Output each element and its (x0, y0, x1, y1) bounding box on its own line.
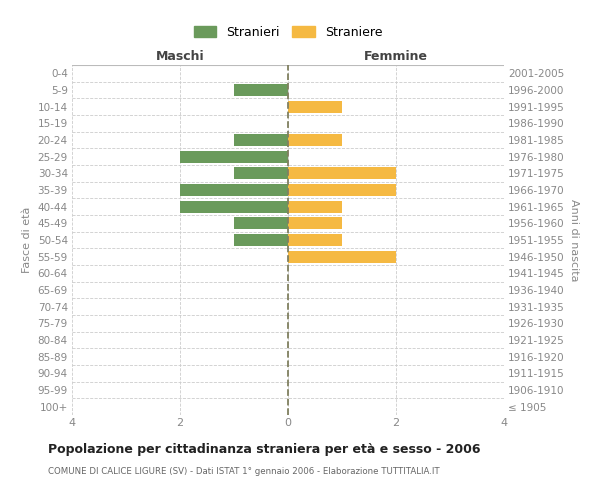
Bar (180, 150, 288, 162)
Bar (288, 184, 396, 196)
Text: Maschi: Maschi (155, 50, 205, 62)
Bar (288, 234, 342, 246)
Bar (288, 134, 342, 146)
Bar (288, 218, 342, 230)
Text: COMUNE DI CALICE LIGURE (SV) - Dati ISTAT 1° gennaio 2006 - Elaborazione TUTTITA: COMUNE DI CALICE LIGURE (SV) - Dati ISTA… (48, 468, 440, 476)
Bar (180, 200, 288, 212)
Bar (288, 250, 396, 262)
Bar (234, 234, 288, 246)
Bar (180, 184, 288, 196)
Bar (288, 200, 342, 212)
Text: Popolazione per cittadinanza straniera per età e sesso - 2006: Popolazione per cittadinanza straniera p… (48, 442, 481, 456)
Bar (234, 168, 288, 179)
Bar (234, 134, 288, 146)
Bar (234, 218, 288, 230)
Bar (288, 168, 396, 179)
Bar (288, 100, 342, 112)
Bar (234, 84, 288, 96)
Legend: Stranieri, Straniere: Stranieri, Straniere (190, 22, 386, 42)
Y-axis label: Fasce di età: Fasce di età (22, 207, 32, 273)
Text: Femmine: Femmine (364, 50, 428, 62)
Y-axis label: Anni di nascita: Anni di nascita (569, 198, 579, 281)
